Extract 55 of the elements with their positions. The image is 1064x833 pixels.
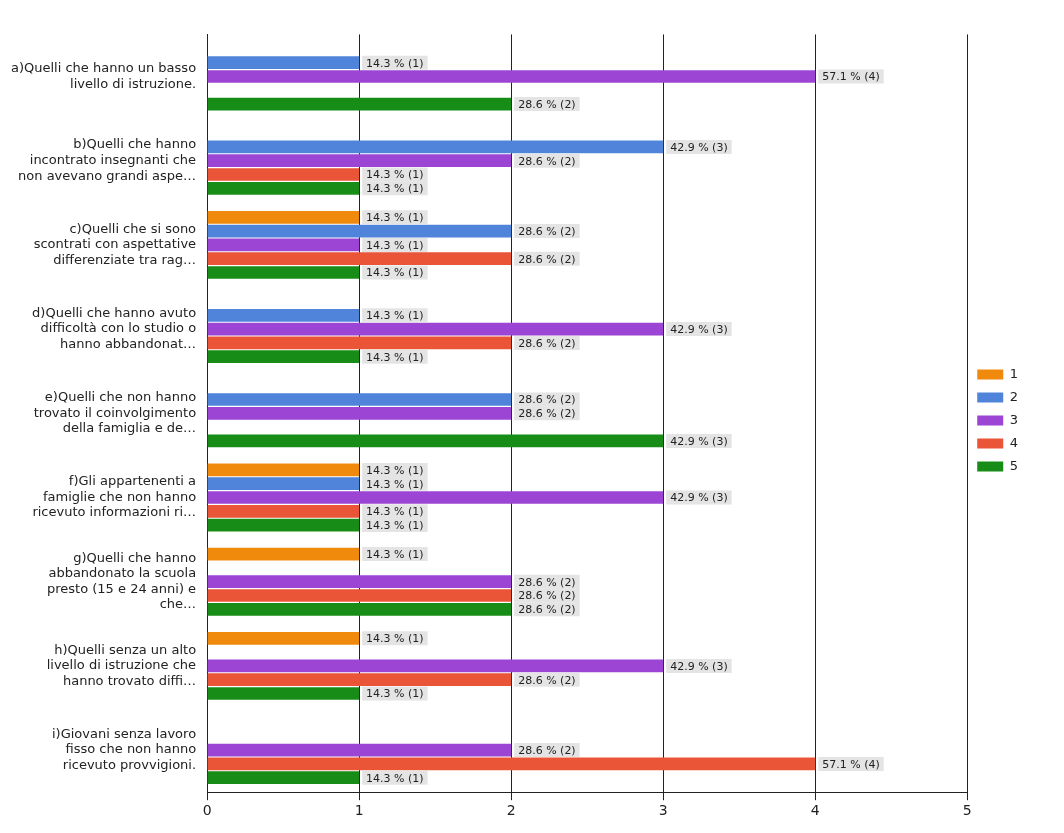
data-label: 14.3 % (1): [366, 238, 424, 252]
data-label: 14.3 % (1): [366, 547, 424, 561]
legend-label: 3: [1009, 411, 1019, 427]
data-label: 14.3 % (1): [366, 463, 424, 477]
y-tick-label: h)Quelli senza un alto livello di istruzione che hanno trovato diffi…: [46, 641, 197, 688]
legend-label: 2: [1009, 388, 1019, 404]
data-label: 57.1 % (4): [822, 757, 880, 771]
y-tick-label: a)Quelli che hanno un basso livello di istruzione.: [11, 60, 197, 91]
data-label: 42.9 % (3): [670, 140, 728, 154]
y-tick-label: d)Quelli che hanno avuto difficoltà con lo studio o hanno abbandonat…: [32, 304, 197, 352]
data-label: 42.9 % (3): [670, 491, 728, 505]
data-label: 14.3 % (1): [366, 211, 424, 225]
data-label: 14.3 % (1): [366, 771, 424, 785]
data-label: 14.3 % (1): [366, 350, 424, 364]
y-tick-label: c)Quelli che si sono scontrati con aspettative differenziate tra rag…: [33, 220, 197, 267]
y-tick-label: b)Quelli che hanno incontrato insegnanti che non avevano grandi aspe…: [18, 136, 197, 183]
data-label: 42.9 % (3): [670, 322, 728, 336]
x-tick-label: 3: [658, 802, 668, 819]
y-tick-label: i)Giovani senza lavoro fisso che non hanno ricevuto provvigioni.: [51, 725, 197, 773]
y-tick-label: g)Quelli che hanno abbandonato la scuola presto (15 e 24 anni) e che…: [47, 549, 197, 612]
data-label: 14.3 % (1): [366, 505, 424, 519]
data-label: 28.6 % (2): [518, 589, 576, 603]
data-label: 14.3 % (1): [366, 632, 424, 646]
data-label: 57.1 % (4): [822, 70, 880, 84]
data-label: 28.6 % (2): [518, 154, 576, 168]
legend-label: 1: [1009, 365, 1019, 381]
data-label: 28.6 % (2): [518, 743, 576, 757]
x-tick-label: 2: [506, 802, 516, 819]
x-tick-label: 4: [810, 802, 820, 819]
x-tick-label: 0: [202, 802, 212, 819]
x-tick-label: 5: [962, 802, 972, 819]
data-label: 28.6 % (2): [518, 673, 576, 687]
data-label: 14.3 % (1): [366, 309, 424, 323]
data-label: 42.9 % (3): [670, 659, 728, 673]
y-tick-label: f)Gli appartenenti a famiglie che non hanno ricevuto informazioni ri…: [32, 473, 197, 520]
data-label: 28.6 % (2): [518, 97, 576, 111]
data-label: 28.6 % (2): [518, 224, 576, 238]
data-label: 14.3 % (1): [366, 687, 424, 701]
data-label: 14.3 % (1): [366, 182, 424, 196]
data-label: 28.6 % (2): [518, 575, 576, 589]
data-label: 14.3 % (1): [366, 518, 424, 532]
data-label: 28.6 % (2): [518, 603, 576, 617]
data-label: 42.9 % (3): [670, 434, 728, 448]
data-label: 28.6 % (2): [518, 393, 576, 407]
y-tick-label: e)Quelli che non hanno trovato il coinvolgimento della famiglia e de…: [33, 389, 197, 436]
data-label: 28.6 % (2): [518, 252, 576, 266]
legend-label: 4: [1009, 434, 1019, 450]
data-label: 28.6 % (2): [518, 407, 576, 421]
data-label: 28.6 % (2): [518, 336, 576, 350]
data-label: 14.3 % (1): [366, 56, 424, 70]
legend-label: 5: [1009, 457, 1019, 473]
data-label: 14.3 % (1): [366, 168, 424, 182]
data-label: 14.3 % (1): [366, 477, 424, 491]
data-label: 14.3 % (1): [366, 266, 424, 280]
x-tick-label: 1: [354, 802, 364, 819]
